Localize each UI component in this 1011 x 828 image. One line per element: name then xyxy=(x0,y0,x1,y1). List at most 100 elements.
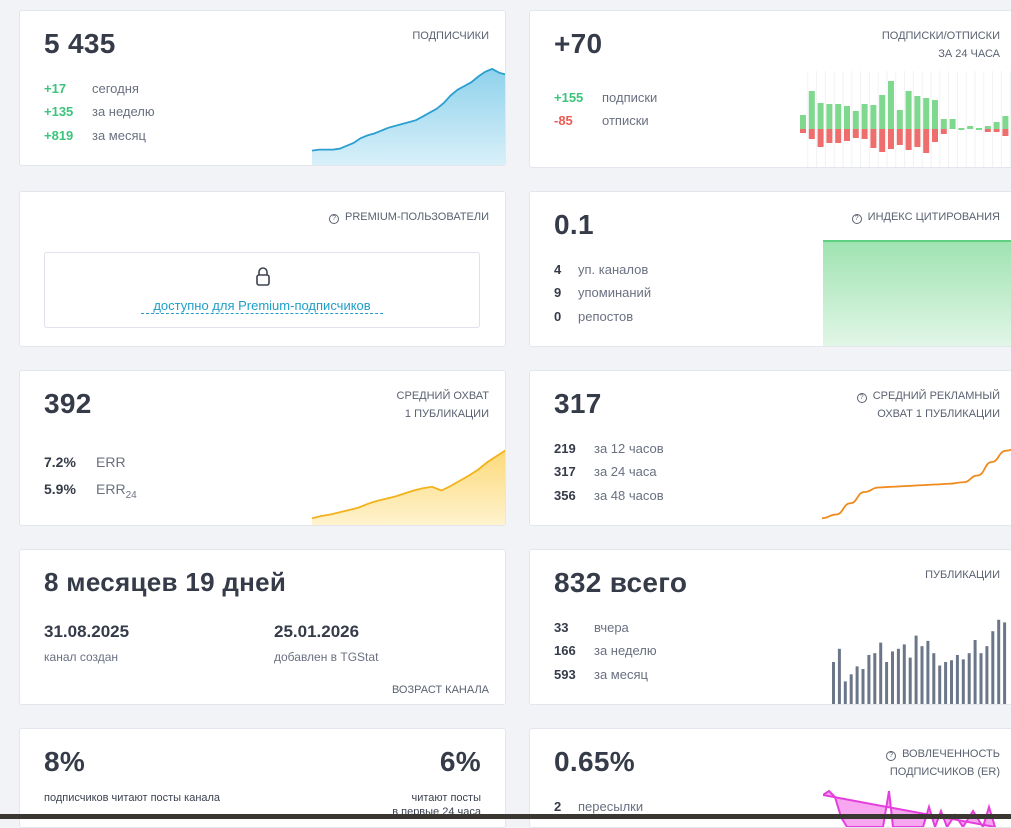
bar-unsubscribe xyxy=(817,129,824,147)
ad-reach-label: ? средний рекламный охват 1 публикации xyxy=(856,387,1000,423)
avg-reach-card[interactable]: 392 средний охват 1 публикации 7.2% ERR 5.… xyxy=(19,370,506,526)
bar-subscribe xyxy=(870,105,877,129)
bar-subscribe xyxy=(888,81,894,129)
bar-subscribe xyxy=(896,110,903,129)
info-icon[interactable]: ? xyxy=(851,214,862,224)
bar-zero xyxy=(976,128,982,130)
bar-unsubscribe xyxy=(879,129,886,152)
bar-unsubscribe xyxy=(844,129,850,141)
bar-subscribe xyxy=(932,100,938,129)
bottom-edge-strip xyxy=(0,814,1011,819)
bar-subscribe xyxy=(844,106,850,129)
publications-bar-chart[interactable] xyxy=(830,618,1011,705)
publication-bar xyxy=(973,640,977,704)
bar-subscribe xyxy=(949,119,956,129)
info-icon[interactable]: ? xyxy=(886,751,897,761)
trend-line xyxy=(822,448,1011,520)
publication-bar xyxy=(885,662,889,704)
engagement-label: ? вовлеченность подписчиков (ER) xyxy=(886,745,1000,781)
avg-reach-trend-chart[interactable] xyxy=(312,443,506,526)
bar-unsubscribe xyxy=(826,129,833,143)
bar-unsubscribe xyxy=(932,129,938,142)
ad-reach-card[interactable]: 317 ? средний рекламный охват 1 публикации… xyxy=(529,370,1011,526)
channel-age-label: возраст канала xyxy=(391,684,489,696)
bar-unsubscribe xyxy=(835,129,842,143)
subscribers-count: 5 435 xyxy=(44,28,116,59)
publication-bar xyxy=(967,653,971,704)
publications-total: 832 всего xyxy=(554,567,688,598)
publication-bar xyxy=(861,669,865,704)
bar-unsubscribe xyxy=(888,129,894,149)
stat-mentions: 9 упоминаний xyxy=(554,285,652,300)
subscribers-card[interactable]: 5 435 подписчики +17 сегодня +135 за недел… xyxy=(19,10,506,166)
publication-bar xyxy=(914,635,918,704)
sub-unsub-bar-chart[interactable] xyxy=(800,71,1011,168)
bar-subscribe xyxy=(852,111,859,129)
publication-bar xyxy=(879,642,883,704)
bar-unsubscribe xyxy=(852,129,859,138)
engagement-value: 0.65% xyxy=(554,746,635,777)
publications-label: публикации xyxy=(925,569,1000,581)
publication-bar xyxy=(902,644,906,704)
premium-card: ? premium-пользователи доступно для Premi… xyxy=(19,191,506,347)
stat-pub-month: 593 за месяц xyxy=(554,667,648,682)
publication-bar xyxy=(944,662,948,704)
publication-bar xyxy=(849,674,853,704)
publication-bar xyxy=(1003,622,1007,704)
trend-line xyxy=(312,67,505,152)
info-icon[interactable]: ? xyxy=(856,393,867,403)
citation-card[interactable]: 0.1 ? индекс цитирования 4 уп. каналов 9 уп… xyxy=(529,191,1011,347)
publication-bar xyxy=(991,631,995,704)
publication-bar xyxy=(985,646,989,704)
bar-unsubscribe xyxy=(993,129,1000,132)
subscribers-label: подписчики xyxy=(412,30,489,42)
engagement-card[interactable]: 0.65% ? вовлеченность подписчиков (ER) 2 пе… xyxy=(529,728,1011,828)
created-date: 31.08.2025 xyxy=(44,622,130,641)
premium-label: ? premium-пользователи xyxy=(329,208,489,226)
stat-pub-week: 166 за неделю xyxy=(554,643,657,658)
read-share-card: 8% подписчиков читают посты канала 6% чи… xyxy=(19,728,506,828)
added-date: 25.01.2026 xyxy=(274,622,360,641)
bar-unsubscribe xyxy=(861,129,868,139)
trend-line xyxy=(312,449,505,520)
publication-bar xyxy=(961,659,965,704)
bar-subscribe xyxy=(914,96,921,129)
trend-area xyxy=(312,450,505,525)
publications-card[interactable]: 832 всего публикации 33 вчера 166 за недел… xyxy=(529,549,1011,705)
read-share-text: подписчиков читают посты канала xyxy=(44,792,221,804)
publication-bar xyxy=(855,666,859,704)
stat-12h: 219 за 12 часов xyxy=(554,441,664,456)
sub-unsub-card[interactable]: +70 подписки/отписки за 24 часа +155 подпи… xyxy=(529,10,1011,168)
bar-subscribe xyxy=(905,91,912,129)
sub-unsub-label: подписки/отписки за 24 часа xyxy=(881,30,1000,60)
publication-bar xyxy=(891,651,894,704)
lock-icon xyxy=(256,267,270,286)
bar-subscribe xyxy=(879,95,886,129)
channel-age-value: 8 месяцев 19 дней xyxy=(44,567,287,597)
publication-bar xyxy=(979,653,983,704)
stat-reposts: 0 репостов xyxy=(554,309,634,324)
ad-reach-value: 317 xyxy=(554,388,602,419)
premium-lock-box[interactable]: доступно для Premium-подписчиков xyxy=(44,252,480,328)
bar-unsubscribe xyxy=(984,129,991,132)
publication-bar xyxy=(908,657,912,704)
engagement-trend-chart[interactable] xyxy=(823,787,1011,827)
citation-area-chart[interactable] xyxy=(823,240,1011,346)
stat-24h: 317 за 24 часа xyxy=(554,464,657,479)
publication-bar xyxy=(932,653,936,704)
info-icon[interactable]: ? xyxy=(329,214,340,224)
stat-err24: 5.9% ERR24 xyxy=(44,481,137,501)
premium-link[interactable]: доступно для Premium-подписчиков xyxy=(141,298,383,314)
bar-subscribe xyxy=(923,98,930,129)
stat-forwards: 2 пересылки xyxy=(554,799,644,814)
bar-subscribe xyxy=(1002,116,1009,129)
trend-area xyxy=(312,68,505,165)
subscribers-trend-chart[interactable] xyxy=(312,63,506,166)
publication-bar xyxy=(997,619,1001,704)
stat-subscribed: +155 подписки xyxy=(554,90,658,105)
avg-reach-value: 392 xyxy=(44,388,92,419)
bar-subscribe xyxy=(967,126,974,129)
bar-unsubscribe xyxy=(800,129,806,133)
read-24h-percent: 6% xyxy=(439,746,481,777)
ad-reach-trend-chart[interactable] xyxy=(822,443,1011,526)
